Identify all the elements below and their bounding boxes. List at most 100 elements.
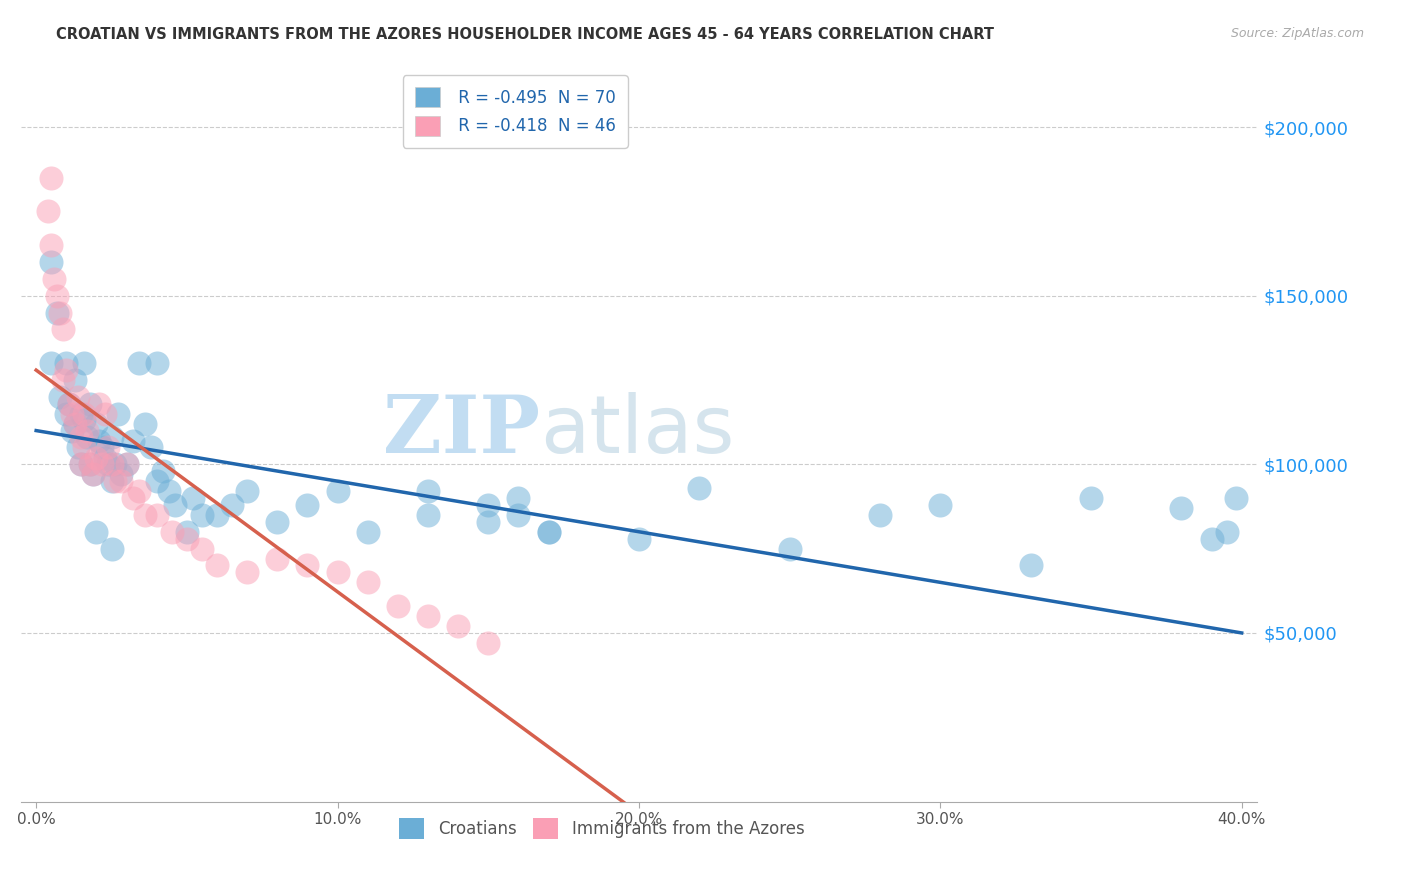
Point <box>97 458 120 472</box>
Point <box>1080 491 1102 505</box>
Point <box>1201 532 1223 546</box>
Point <box>86 524 108 539</box>
Point <box>65 373 87 387</box>
Point <box>266 551 288 566</box>
Point <box>110 474 132 488</box>
Point <box>67 390 90 404</box>
Text: atlas: atlas <box>540 392 734 469</box>
Point <box>176 524 198 539</box>
Point <box>73 356 96 370</box>
Point <box>447 619 470 633</box>
Point <box>929 498 952 512</box>
Point <box>100 541 122 556</box>
Point <box>58 396 80 410</box>
Point <box>134 508 156 522</box>
Point <box>94 450 117 465</box>
Point <box>477 636 499 650</box>
Point <box>297 498 319 512</box>
Point <box>65 417 87 431</box>
Point <box>55 363 77 377</box>
Point <box>103 458 125 472</box>
Point <box>89 434 111 448</box>
Legend: Croatians, Immigrants from the Azores: Croatians, Immigrants from the Azores <box>392 812 811 846</box>
Point <box>191 508 214 522</box>
Point <box>115 458 138 472</box>
Point <box>82 467 104 482</box>
Point <box>60 424 83 438</box>
Point <box>39 238 62 252</box>
Point <box>46 305 69 319</box>
Point <box>49 390 72 404</box>
Point <box>134 417 156 431</box>
Point <box>100 474 122 488</box>
Point <box>160 524 183 539</box>
Point <box>121 491 143 505</box>
Point <box>416 484 439 499</box>
Point <box>76 424 98 438</box>
Point <box>1170 501 1192 516</box>
Point <box>537 524 560 539</box>
Point <box>176 532 198 546</box>
Point <box>152 464 174 478</box>
Point <box>60 407 83 421</box>
Point <box>1019 558 1042 573</box>
Point <box>221 498 243 512</box>
Point <box>79 458 101 472</box>
Point <box>58 396 80 410</box>
Point <box>163 498 186 512</box>
Point <box>37 204 59 219</box>
Point <box>100 430 122 444</box>
Point <box>537 524 560 539</box>
Point <box>46 288 69 302</box>
Point <box>357 575 380 590</box>
Point <box>357 524 380 539</box>
Point <box>39 356 62 370</box>
Point <box>145 356 167 370</box>
Point <box>76 430 98 444</box>
Point <box>79 458 101 472</box>
Point <box>205 508 228 522</box>
Point <box>52 373 75 387</box>
Point <box>236 566 259 580</box>
Point <box>39 170 62 185</box>
Point <box>627 532 650 546</box>
Point <box>508 491 530 505</box>
Point <box>70 430 93 444</box>
Point <box>91 441 114 455</box>
Point <box>191 541 214 556</box>
Point <box>477 515 499 529</box>
Point <box>103 474 125 488</box>
Point <box>100 458 122 472</box>
Point <box>97 441 120 455</box>
Point <box>508 508 530 522</box>
Point <box>387 599 409 613</box>
Point <box>416 508 439 522</box>
Point <box>49 305 72 319</box>
Point <box>52 322 75 336</box>
Point <box>89 396 111 410</box>
Point <box>79 396 101 410</box>
Point <box>145 474 167 488</box>
Point <box>94 407 117 421</box>
Point <box>70 407 93 421</box>
Point <box>128 356 150 370</box>
Point <box>86 450 108 465</box>
Point <box>869 508 891 522</box>
Point <box>416 609 439 624</box>
Text: CROATIAN VS IMMIGRANTS FROM THE AZORES HOUSEHOLDER INCOME AGES 45 - 64 YEARS COR: CROATIAN VS IMMIGRANTS FROM THE AZORES H… <box>56 27 994 42</box>
Point <box>297 558 319 573</box>
Point <box>86 417 108 431</box>
Point <box>139 441 162 455</box>
Point <box>107 407 129 421</box>
Point <box>55 356 77 370</box>
Point <box>115 458 138 472</box>
Point <box>326 566 349 580</box>
Point <box>73 407 96 421</box>
Point <box>121 434 143 448</box>
Point <box>181 491 204 505</box>
Point <box>779 541 801 556</box>
Text: ZIP: ZIP <box>382 392 540 469</box>
Point <box>326 484 349 499</box>
Point <box>70 458 93 472</box>
Point <box>65 417 87 431</box>
